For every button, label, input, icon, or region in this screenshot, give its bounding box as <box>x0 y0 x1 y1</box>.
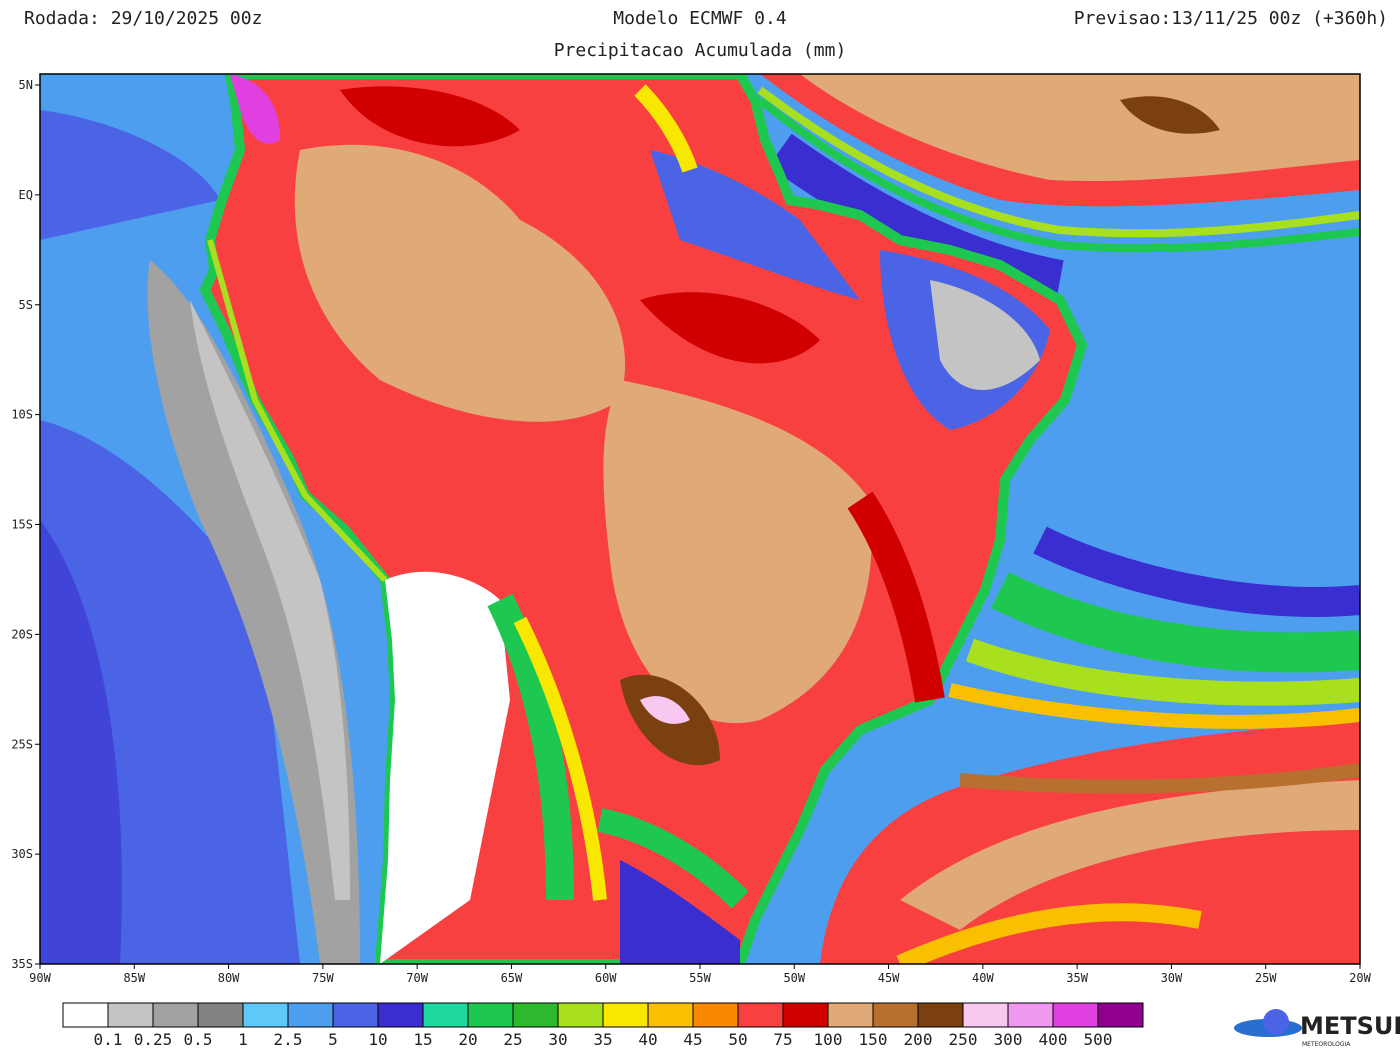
lat-label: 10S <box>11 408 33 422</box>
run-label: Rodada: 29/10/2025 00z <box>24 8 262 29</box>
colorbar-label: 40 <box>638 1030 657 1049</box>
lon-label: 40W <box>972 971 994 985</box>
colorbar-label: 10 <box>368 1030 387 1049</box>
colorbar-swatch <box>107 1002 154 1028</box>
lon-label: 30W <box>1161 971 1183 985</box>
colorbar-label: 2.5 <box>274 1030 303 1049</box>
lat-label: 5N <box>19 78 33 92</box>
lon-label: 75W <box>312 971 334 985</box>
colorbar-label: 5 <box>328 1030 338 1049</box>
lon-label: 55W <box>689 971 711 985</box>
colorbar-swatch <box>737 1002 784 1028</box>
lon-label: 70W <box>406 971 428 985</box>
colorbar-swatch <box>152 1002 199 1028</box>
lon-label: 45W <box>878 971 900 985</box>
colorbar-swatch <box>782 1002 829 1028</box>
colorbar-swatch <box>692 1002 739 1028</box>
lon-label: 20W <box>1349 971 1371 985</box>
colorbar-swatch <box>827 1002 874 1028</box>
lat-label: 15S <box>11 518 33 532</box>
colorbar-label: 15 <box>413 1030 432 1049</box>
colorbar-label: 35 <box>593 1030 612 1049</box>
colorbar-label: 400 <box>1039 1030 1068 1049</box>
lat-label: 20S <box>11 627 33 641</box>
colorbar-label: 50 <box>728 1030 747 1049</box>
colorbar-label: 500 <box>1084 1030 1113 1049</box>
colorbar-label: 0.1 <box>94 1030 123 1049</box>
model-label: Modelo ECMWF 0.4 <box>613 8 786 29</box>
colorbar-label: 0.5 <box>184 1030 213 1049</box>
lat-label: 25S <box>11 737 33 751</box>
lat-label: EQ <box>19 188 33 202</box>
colorbar-swatch <box>647 1002 694 1028</box>
lat-label: 5S <box>19 298 33 312</box>
colorbar-swatch <box>422 1002 469 1028</box>
logo: METSUL METEOROLOGIA <box>1234 1009 1400 1048</box>
colorbar-label: 25 <box>503 1030 522 1049</box>
colorbar: 0.1 0.25 0.5 1 2.5 5 10 15 20 25 30 35 40 45 50 75 100 15… <box>62 1002 1144 1049</box>
colorbar-swatch <box>872 1002 919 1028</box>
lon-label: 80W <box>218 971 240 985</box>
colorbar-label: 150 <box>859 1030 888 1049</box>
colorbar-label: 45 <box>683 1030 702 1049</box>
colorbar-swatch <box>602 1002 649 1028</box>
lon-label: 65W <box>501 971 523 985</box>
map-field <box>40 74 1360 964</box>
colorbar-swatch <box>62 1002 109 1028</box>
colorbar-label: 75 <box>773 1030 792 1049</box>
lon-label: 50W <box>783 971 805 985</box>
colorbar-label: 20 <box>458 1030 477 1049</box>
colorbar-swatch <box>242 1002 289 1028</box>
colorbar-label: 1 <box>238 1030 248 1049</box>
lat-label: 30S <box>11 847 33 861</box>
colorbar-swatch <box>197 1002 244 1028</box>
lon-label: 35W <box>1066 971 1088 985</box>
colorbar-swatch <box>1007 1002 1054 1028</box>
colorbar-label: 200 <box>904 1030 933 1049</box>
colorbar-label: 100 <box>814 1030 843 1049</box>
colorbar-swatch <box>512 1002 559 1028</box>
forecast-label: Previsao:13/11/25 00z (+360h) <box>1074 8 1388 29</box>
colorbar-swatch <box>377 1002 424 1028</box>
lon-label: 90W <box>29 971 51 985</box>
lon-label: 25W <box>1255 971 1277 985</box>
colorbar-label: 0.25 <box>134 1030 173 1049</box>
lon-label: 60W <box>595 971 617 985</box>
colorbar-swatch <box>467 1002 514 1028</box>
colorbar-swatch <box>332 1002 379 1028</box>
colorbar-label: 250 <box>949 1030 978 1049</box>
lat-label: 35S <box>11 957 33 971</box>
colorbar-label: 30 <box>548 1030 567 1049</box>
colorbar-swatch <box>1097 1002 1144 1028</box>
colorbar-swatch <box>962 1002 1009 1028</box>
colorbar-label: 300 <box>994 1030 1023 1049</box>
colorbar-swatch <box>557 1002 604 1028</box>
colorbar-swatch <box>917 1002 964 1028</box>
logo-tagline: METEOROLOGIA <box>1302 1041 1351 1048</box>
logo-name: METSUL <box>1300 1012 1400 1040</box>
colorbar-swatch <box>287 1002 334 1028</box>
lon-label: 85W <box>123 971 145 985</box>
map-subtitle: Precipitacao Acumulada (mm) <box>554 40 847 61</box>
colorbar-swatch <box>1052 1002 1099 1028</box>
